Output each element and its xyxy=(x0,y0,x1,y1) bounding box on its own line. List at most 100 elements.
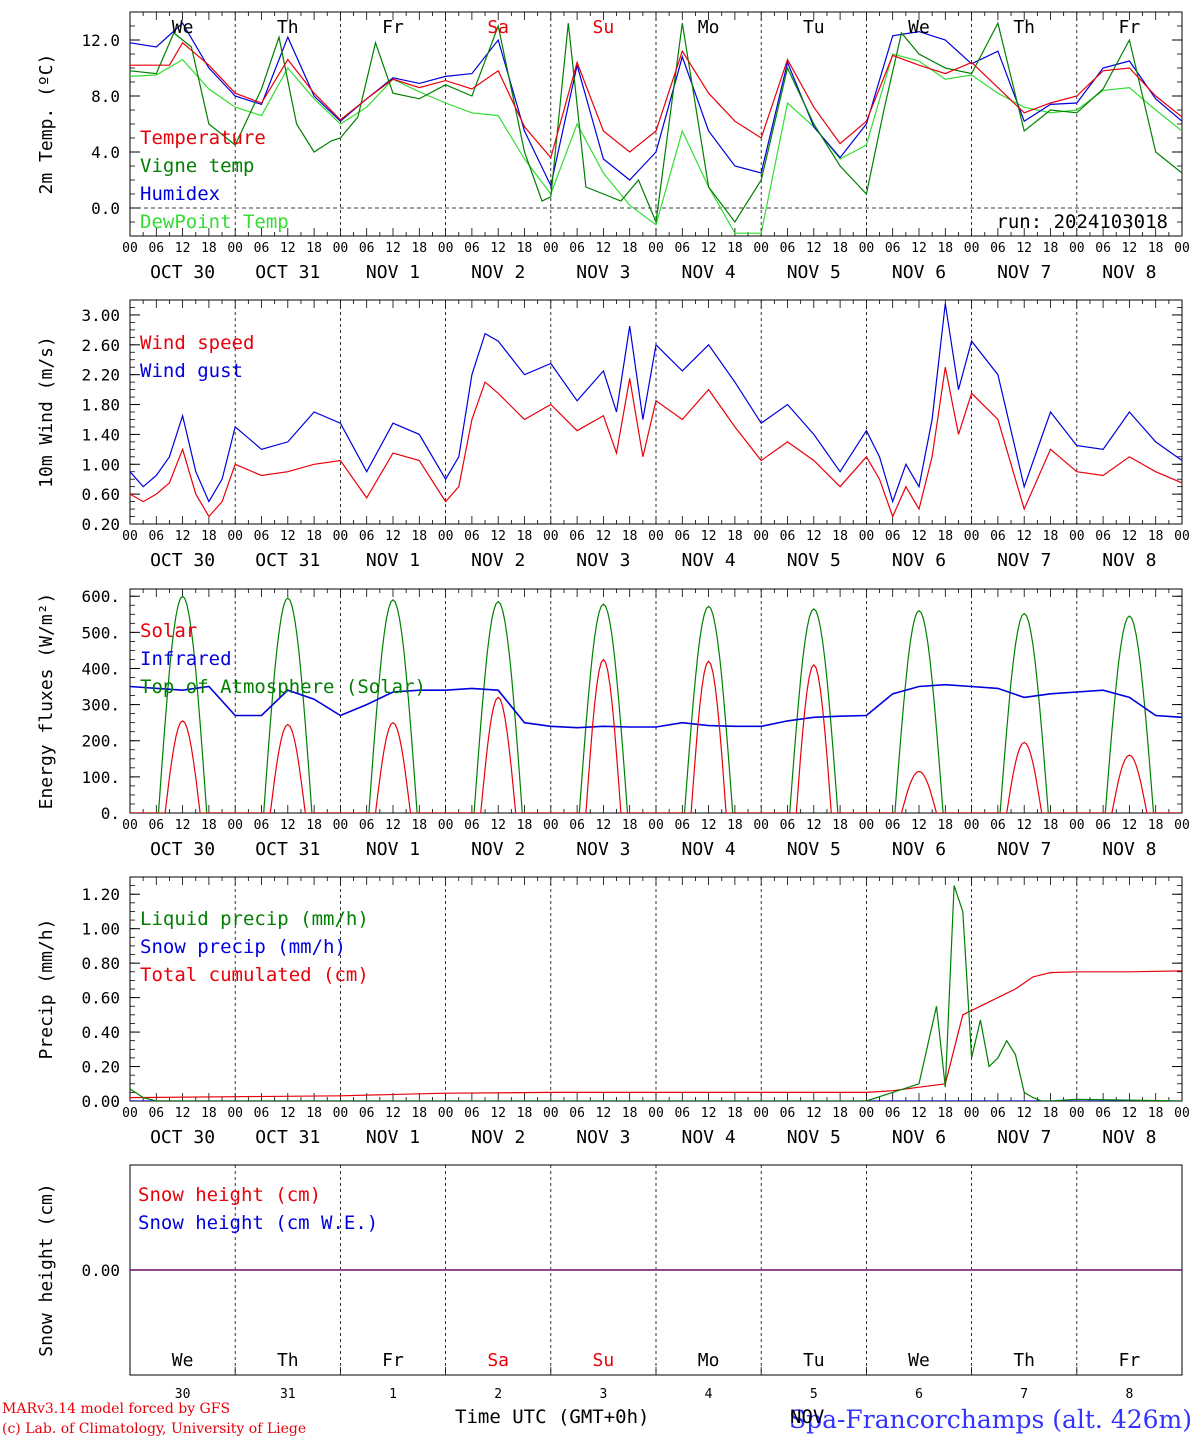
y-tick-label: 0.60 xyxy=(81,485,120,504)
y-tick-label: 600. xyxy=(81,587,120,606)
day-number-label: 31 xyxy=(280,1387,296,1402)
hour-tick-label: 06 xyxy=(148,241,164,256)
legend-entry: Total cumulated (cm) xyxy=(140,964,369,986)
date-label: NOV 8 xyxy=(1102,550,1156,571)
hour-tick-label: 06 xyxy=(780,241,796,256)
hour-tick-label: 00 xyxy=(964,529,980,544)
day-name-label: Sa xyxy=(487,17,509,38)
hour-tick-label: 12 xyxy=(280,529,296,544)
hour-tick-label: 00 xyxy=(964,1106,980,1121)
date-label: NOV 2 xyxy=(471,1127,525,1148)
hour-tick-label: 06 xyxy=(885,1106,901,1121)
hour-tick-label: 00 xyxy=(1174,529,1190,544)
hour-tick-label: 12 xyxy=(490,818,506,833)
y-axis-label: 2m Temp. (ºC) xyxy=(36,54,57,195)
hour-tick-label: 00 xyxy=(543,529,559,544)
plot-frame xyxy=(129,299,1183,525)
hour-tick-label: 18 xyxy=(622,241,638,256)
hour-tick-label: 06 xyxy=(990,241,1006,256)
hour-tick-label: 00 xyxy=(648,529,664,544)
series-line xyxy=(130,970,1182,1099)
date-label: OCT 30 xyxy=(150,839,215,860)
y-tick-label: 4.0 xyxy=(91,143,120,162)
hour-tick-label: 12 xyxy=(701,529,717,544)
y-tick-label: 8.0 xyxy=(91,87,120,106)
date-label: OCT 30 xyxy=(150,1127,215,1148)
panel-1: 00 06 12 18 00 06 12 18 00 06 12 18 00 06 12 18 00 06 12 18… xyxy=(36,11,1190,283)
hour-tick-label: 06 xyxy=(254,241,270,256)
hour-tick-label: 18 xyxy=(727,529,743,544)
legend-entry: Wind gust xyxy=(140,360,243,382)
hour-tick-label: 18 xyxy=(517,241,533,256)
day-name-label: Th xyxy=(1013,17,1035,38)
hour-tick-label: 00 xyxy=(1069,529,1085,544)
date-label: NOV 2 xyxy=(471,550,525,571)
hour-tick-label: 00 xyxy=(333,818,349,833)
y-axis-label: Energy fluxes (W/m²) xyxy=(36,593,57,810)
date-label: NOV 5 xyxy=(787,550,841,571)
date-label: NOV 6 xyxy=(892,550,946,571)
hour-tick-label: 06 xyxy=(569,241,585,256)
date-label: NOV 2 xyxy=(471,839,525,860)
hour-tick-label: 06 xyxy=(569,529,585,544)
hour-tick-label: 00 xyxy=(438,1106,454,1121)
hour-tick-label: 00 xyxy=(333,529,349,544)
y-axis-label: Snow height (cm) xyxy=(36,1183,57,1356)
hour-tick-label: 00 xyxy=(227,818,243,833)
hour-tick-label: 06 xyxy=(148,818,164,833)
hour-tick-label: 06 xyxy=(780,1106,796,1121)
hour-tick-label: 18 xyxy=(832,241,848,256)
hour-tick-label: 00 xyxy=(227,241,243,256)
date-label: OCT 31 xyxy=(255,1127,320,1148)
series-line xyxy=(130,885,1182,1101)
hour-tick-label: 06 xyxy=(254,1106,270,1121)
panel-3: 00 06 12 18 00 06 12 18 00 06 12 18 00 06 12 18 00 06 12 18… xyxy=(36,587,1190,860)
hour-tick-label: 12 xyxy=(1122,818,1138,833)
hour-tick-label: 12 xyxy=(1016,241,1032,256)
hour-tick-label: 06 xyxy=(990,818,1006,833)
date-label: OCT 30 xyxy=(150,262,215,283)
hour-tick-label: 06 xyxy=(148,529,164,544)
day-name-label: Th xyxy=(277,1350,299,1371)
y-tick-label: 0. xyxy=(101,804,120,823)
hour-tick-label: 00 xyxy=(859,529,875,544)
legend-entry: Snow height (cm) xyxy=(138,1184,321,1206)
day-name-label: Mo xyxy=(698,17,720,38)
day-name-label: Mo xyxy=(698,1350,720,1371)
date-label: NOV 7 xyxy=(997,262,1051,283)
hour-tick-label: 12 xyxy=(175,1106,191,1121)
hour-tick-label: 18 xyxy=(306,1106,322,1121)
hour-tick-label: 06 xyxy=(1095,818,1111,833)
hour-tick-label: 00 xyxy=(543,818,559,833)
date-label: NOV 5 xyxy=(787,839,841,860)
legend-entry: Temperature xyxy=(140,127,266,149)
y-tick-label: 500. xyxy=(81,623,120,642)
day-name-label: We xyxy=(172,17,194,38)
hour-tick-label: 06 xyxy=(464,1106,480,1121)
date-label: NOV 2 xyxy=(471,262,525,283)
hour-tick-label: 00 xyxy=(122,1106,138,1121)
hour-tick-label: 00 xyxy=(648,818,664,833)
hour-tick-label: 18 xyxy=(517,818,533,833)
legend-entry: Top of Atmosphere (Solar) xyxy=(140,676,426,698)
day-name-label: Th xyxy=(277,17,299,38)
day-name-label: We xyxy=(172,1350,194,1371)
day-name-label: We xyxy=(908,17,930,38)
date-label: NOV 1 xyxy=(366,550,420,571)
y-axis-label: Precip (mm/h) xyxy=(36,919,57,1060)
day-name-label: Sa xyxy=(487,1350,509,1371)
date-label: NOV 4 xyxy=(682,550,736,571)
date-label: NOV 3 xyxy=(576,1127,630,1148)
date-label: NOV 3 xyxy=(576,839,630,860)
day-name-label: Tu xyxy=(803,17,825,38)
hour-tick-label: 12 xyxy=(1016,1106,1032,1121)
hour-tick-label: 18 xyxy=(1043,529,1059,544)
y-tick-label: 1.80 xyxy=(81,396,120,415)
hour-tick-label: 18 xyxy=(622,529,638,544)
date-label: OCT 31 xyxy=(255,550,320,571)
y-tick-label: 400. xyxy=(81,659,120,678)
day-number-label: 6 xyxy=(915,1387,923,1402)
y-tick-label: 1.40 xyxy=(81,425,120,444)
hour-tick-label: 06 xyxy=(254,818,270,833)
hour-tick-label: 12 xyxy=(806,818,822,833)
